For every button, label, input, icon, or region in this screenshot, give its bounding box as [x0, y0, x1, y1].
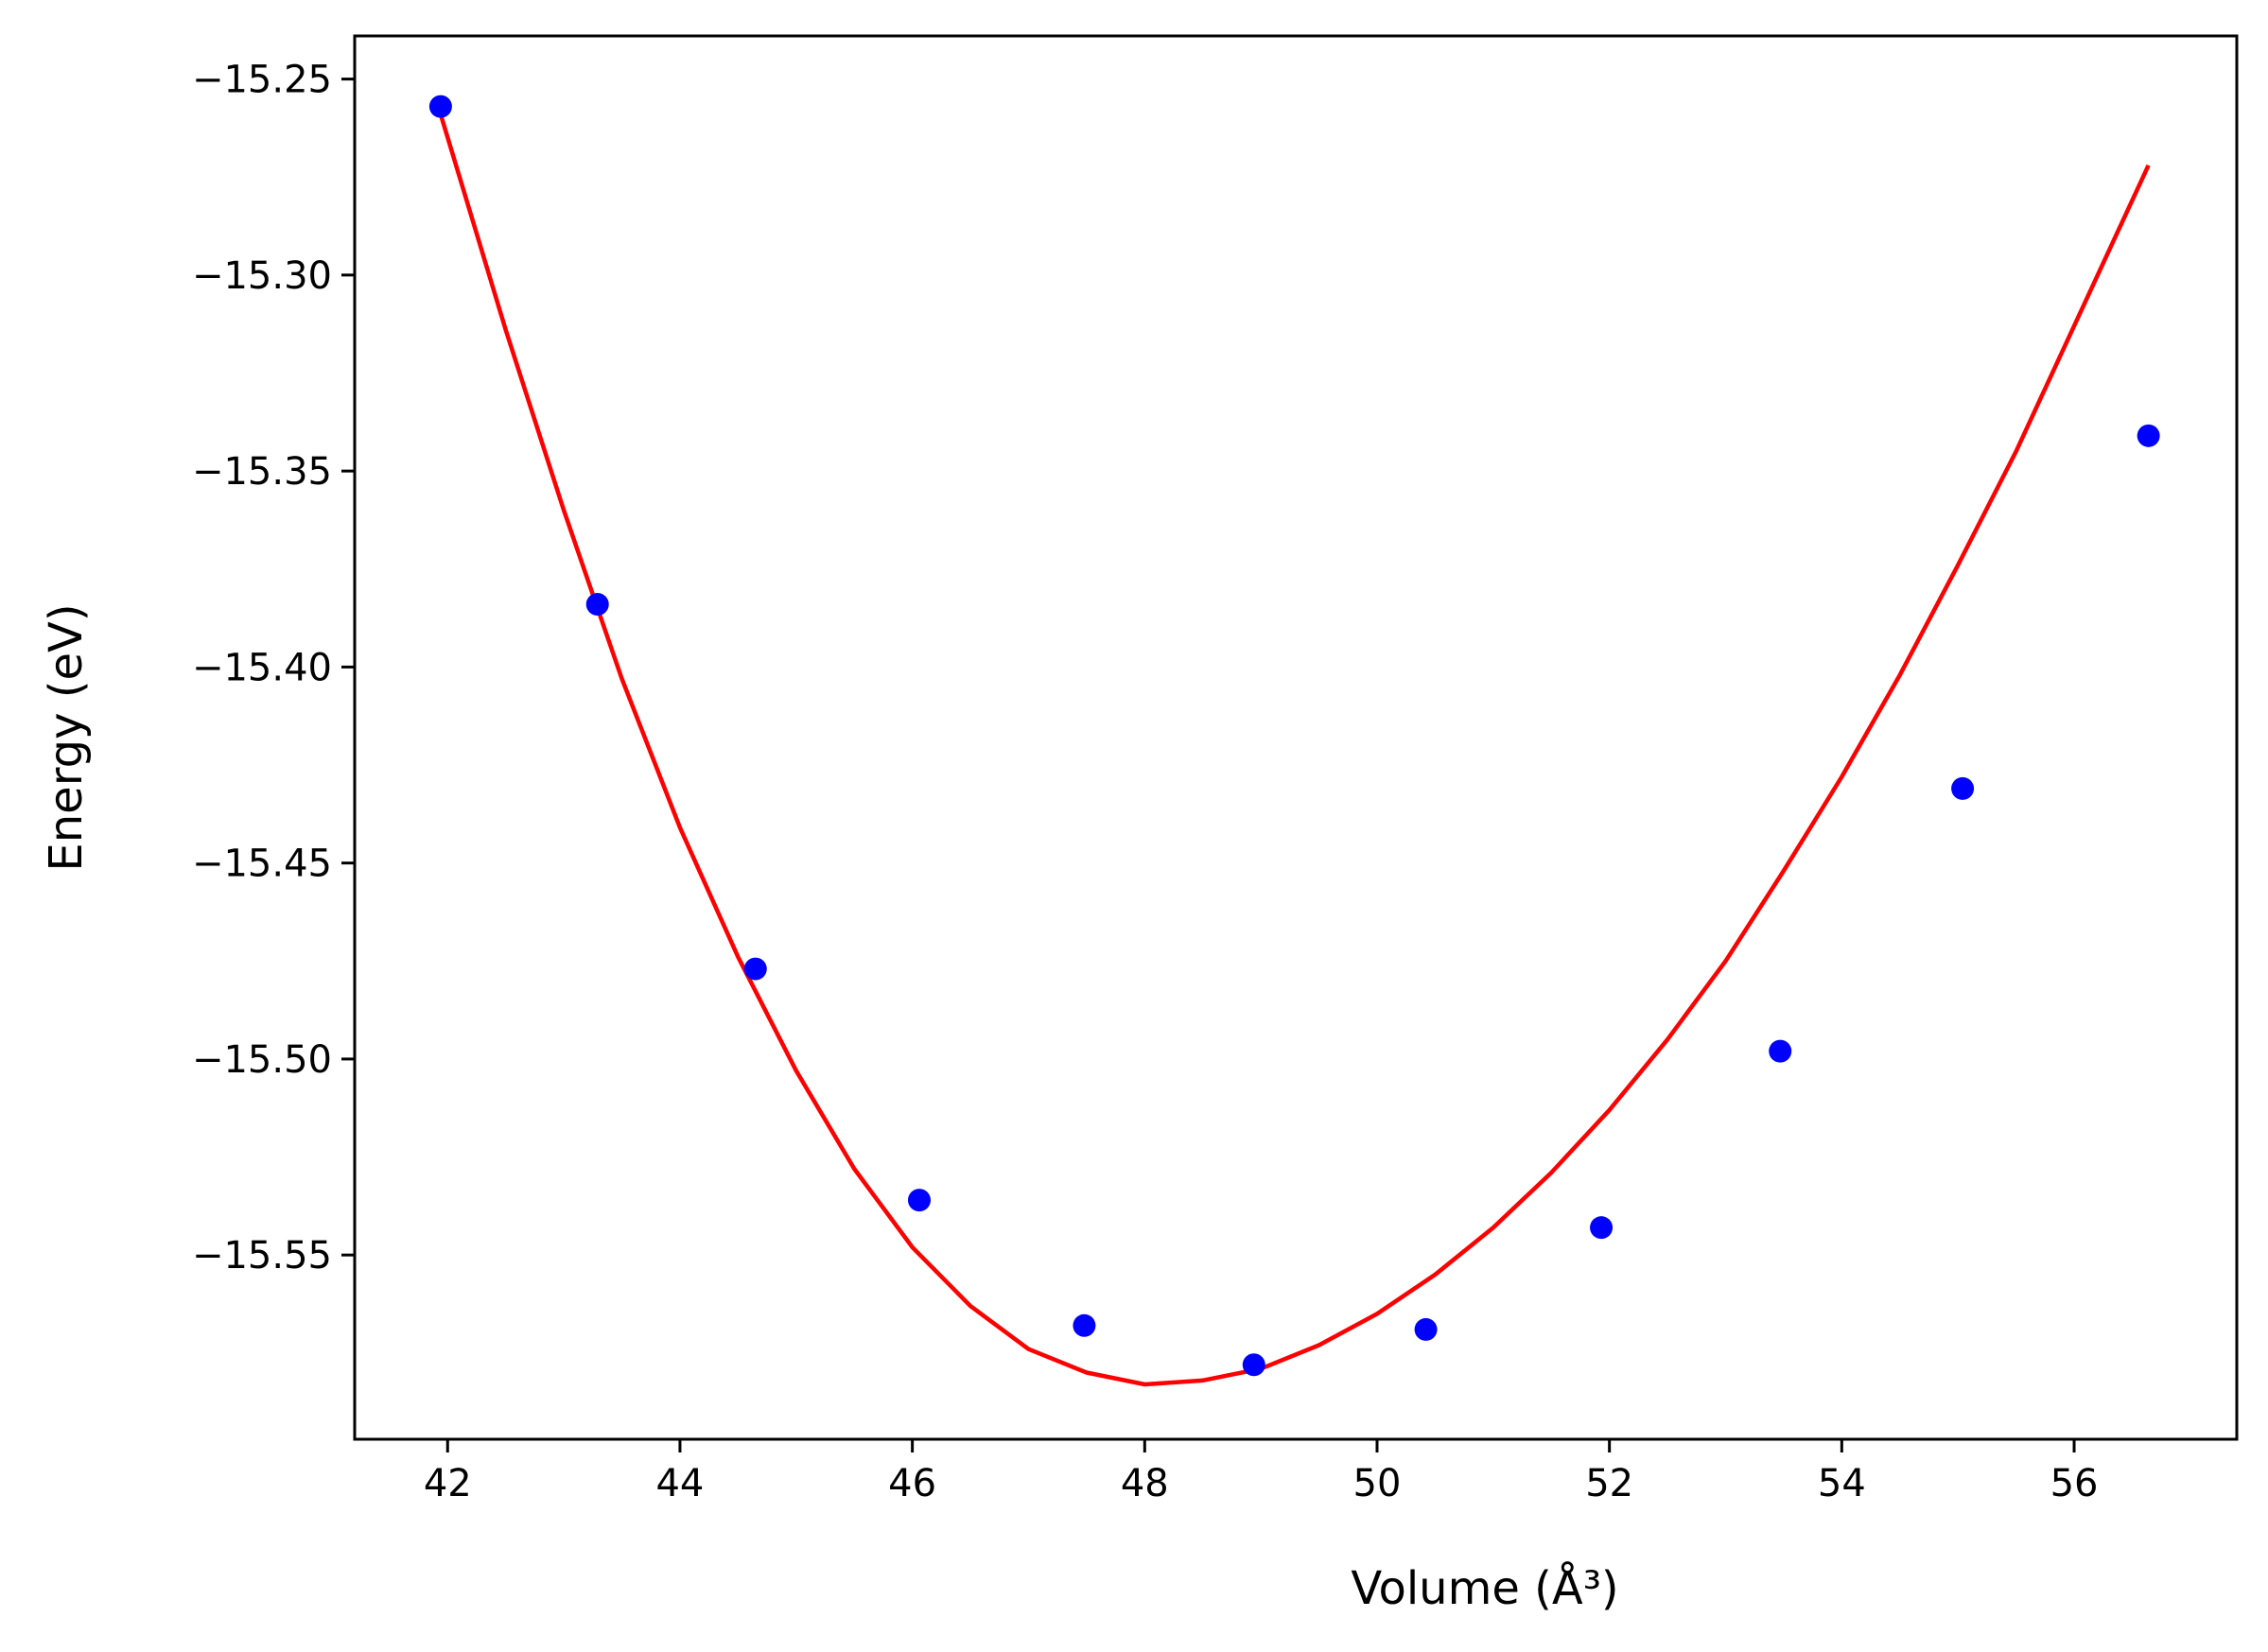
plot-area [428, 95, 2160, 1387]
x-tick-label: 46 [888, 1462, 936, 1505]
data-point [743, 957, 767, 981]
y-tick-label: −15.35 [192, 450, 332, 494]
y-tick-label: −15.30 [192, 254, 332, 298]
data-point [1951, 776, 1975, 800]
data-point [585, 593, 609, 617]
y-tick-label: −15.50 [192, 1038, 332, 1082]
x-tick-label: 48 [1121, 1462, 1169, 1505]
x-tick-label: 44 [655, 1462, 704, 1505]
fit-curve-line [438, 113, 2151, 1387]
x-tick-label: 54 [1818, 1462, 1866, 1505]
x-tick-label: 52 [1585, 1462, 1633, 1505]
data-point [428, 95, 452, 118]
data-point [1242, 1353, 1265, 1377]
y-axis-ticks: −15.25 −15.30 −15.35 −15.40 −15.45 −15.50 −15.… [192, 59, 355, 1278]
x-tick-label: 42 [424, 1462, 472, 1505]
y-tick-label: −15.55 [192, 1234, 332, 1278]
x-axis-ticks: 42 44 46 48 50 52 54 56 [424, 1439, 2099, 1505]
data-point [1590, 1216, 1614, 1240]
data-point [1414, 1317, 1438, 1341]
y-axis-label: Energy (eV) [40, 603, 93, 871]
axes-frame [353, 34, 2239, 1441]
x-tick-label: 56 [2050, 1462, 2099, 1505]
x-tick-label: 50 [1353, 1462, 1402, 1505]
data-point [2137, 424, 2160, 447]
y-tick-label: −15.25 [192, 59, 332, 102]
data-point [1073, 1313, 1096, 1337]
y-tick-label: −15.40 [192, 646, 332, 689]
y-tick-label: −15.45 [192, 843, 332, 886]
data-point [1769, 1039, 1792, 1063]
data-point [908, 1189, 931, 1212]
x-axis-label: Volume (Å³) [1351, 1561, 1618, 1615]
